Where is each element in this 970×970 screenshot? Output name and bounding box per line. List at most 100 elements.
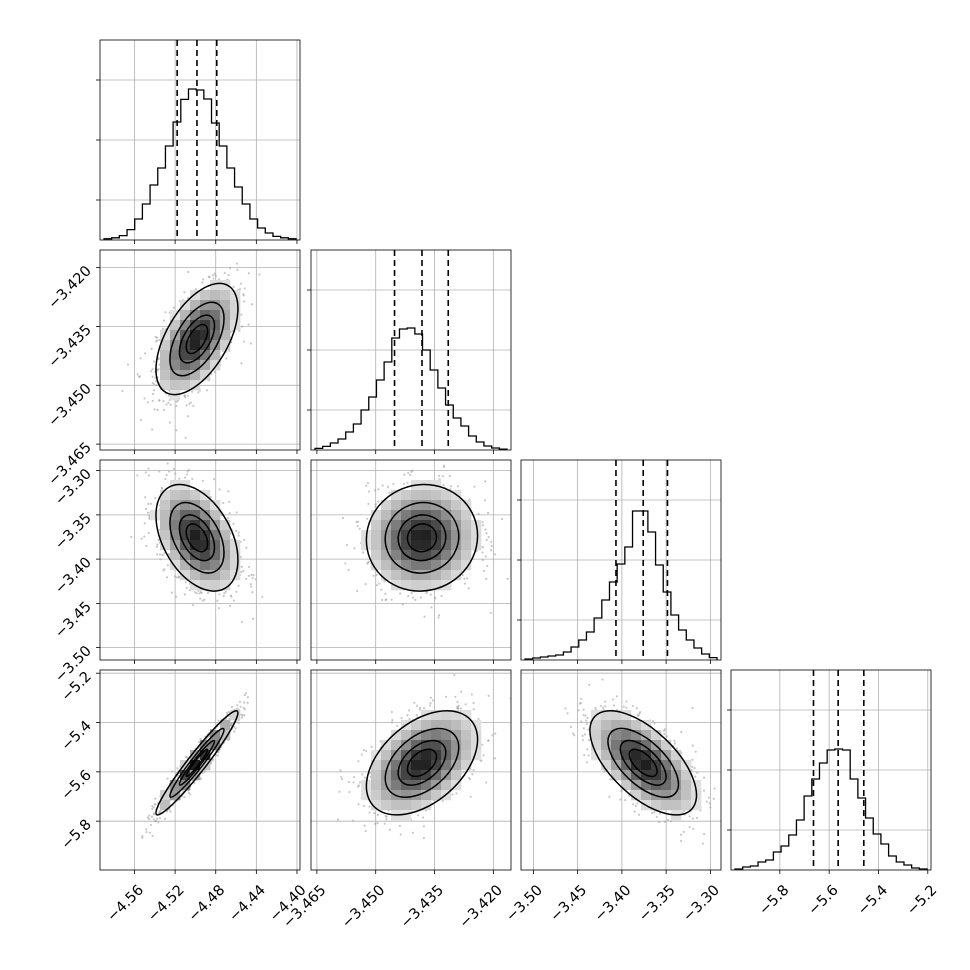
- sample-point: [243, 693, 246, 697]
- density-cell: [451, 760, 462, 771]
- sample-point: [631, 704, 634, 708]
- density-cell: [411, 530, 422, 541]
- sample-point: [198, 592, 201, 595]
- sample-point: [485, 532, 488, 535]
- sample-point: [169, 810, 172, 813]
- sample-point: [154, 497, 157, 500]
- density-cell: [631, 730, 642, 741]
- sample-point: [143, 522, 146, 525]
- density-cell: [401, 530, 412, 541]
- sample-point: [152, 360, 156, 363]
- sample-point: [212, 478, 216, 481]
- density-cell: [210, 310, 221, 321]
- sample-point: [418, 708, 422, 711]
- sample-point: [154, 797, 157, 800]
- sample-point: [485, 577, 488, 581]
- density-cell: [461, 720, 472, 731]
- sample-point: [366, 481, 369, 485]
- sample-point: [348, 790, 351, 794]
- sample-point: [199, 597, 202, 600]
- density-cell: [371, 760, 382, 771]
- sample-point: [705, 800, 708, 803]
- sample-point: [634, 804, 637, 808]
- density-cell: [661, 800, 672, 811]
- density-cell: [401, 500, 412, 511]
- contour-line: [169, 501, 225, 574]
- density-cell: [421, 520, 432, 531]
- sample-point: [161, 327, 165, 331]
- sample-point: [217, 607, 221, 610]
- sample-point: [454, 695, 457, 698]
- sample-point: [208, 275, 211, 279]
- density-cell: [431, 720, 442, 731]
- sample-point: [406, 481, 409, 484]
- sample-point: [227, 490, 230, 493]
- sample-point: [581, 662, 583, 664]
- density-cell: [170, 320, 181, 331]
- sample-point: [370, 745, 373, 748]
- sample-point: [155, 384, 158, 387]
- sample-point: [214, 274, 217, 277]
- contour-line: [397, 739, 447, 786]
- sample-point: [341, 778, 344, 781]
- sample-point: [339, 769, 342, 772]
- sample-point: [381, 484, 384, 487]
- density-cell: [421, 770, 432, 781]
- sample-point: [477, 512, 480, 516]
- sample-point: [228, 512, 231, 515]
- density-cell: [451, 510, 462, 521]
- sample-point: [159, 558, 162, 561]
- sample-point: [456, 485, 459, 488]
- panel-frame: [730, 669, 932, 871]
- density-cell: [401, 800, 412, 811]
- density-cell: [601, 750, 612, 761]
- sample-point: [143, 535, 146, 538]
- density-cell: [220, 300, 231, 311]
- density-cell: [401, 520, 412, 531]
- density-cell: [381, 560, 392, 571]
- sample-point: [709, 806, 712, 809]
- density-cell: [431, 520, 442, 531]
- sample-point: [612, 704, 616, 707]
- density-cell: [601, 730, 612, 741]
- sample-point: [696, 771, 699, 774]
- sample-point: [184, 436, 187, 439]
- sample-point: [464, 703, 467, 706]
- density-panel: [310, 669, 512, 871]
- sample-point: [234, 529, 238, 532]
- sample-point: [580, 697, 583, 700]
- sample-point: [712, 797, 715, 800]
- sample-point: [164, 477, 167, 481]
- sample-point: [449, 485, 452, 488]
- sample-point: [246, 701, 249, 704]
- sample-point: [489, 611, 492, 615]
- sample-point: [588, 683, 591, 686]
- density-cell: [441, 710, 452, 721]
- sample-point: [384, 598, 387, 602]
- sample-point: [234, 727, 237, 730]
- density-cell: [381, 520, 392, 531]
- sample-point: [438, 478, 441, 481]
- density-cell: [200, 500, 211, 511]
- density-cell: [200, 370, 211, 381]
- density-cell: [391, 760, 402, 771]
- sample-point: [139, 357, 142, 360]
- density-cell: [180, 310, 191, 321]
- sample-point: [653, 811, 656, 814]
- sample-point: [240, 362, 243, 365]
- density-cell: [421, 570, 432, 581]
- density-cell: [170, 360, 181, 371]
- sample-point: [168, 470, 171, 473]
- density-cell: [431, 540, 442, 551]
- sample-point: [121, 389, 124, 393]
- contour-line: [178, 514, 216, 562]
- sample-point: [160, 486, 163, 489]
- sample-point: [186, 394, 189, 397]
- sample-point: [232, 522, 235, 525]
- sample-point: [240, 713, 243, 716]
- sample-point: [183, 394, 186, 397]
- sample-point: [422, 836, 426, 840]
- sample-point: [147, 474, 151, 477]
- density-cell: [160, 350, 171, 361]
- y-tick-label: −3.45: [52, 599, 95, 642]
